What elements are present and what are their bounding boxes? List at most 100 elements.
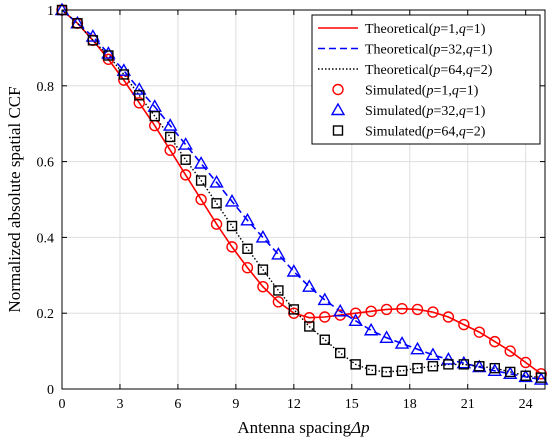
data-point [103,50,114,61]
data-point [519,356,532,369]
data-point [193,156,209,169]
data-point [132,82,147,95]
legend-entry: Simulated(p=1,q=1) [332,83,479,99]
data-point [195,175,207,186]
data-point [272,296,285,308]
data-point [210,218,223,230]
data-point [410,341,425,355]
data-point [273,285,284,296]
data-point [319,334,330,345]
legend-label: Simulated(p=32,q=1) [365,104,486,119]
legend-swatch [332,125,344,136]
data-point [456,355,472,369]
legend-swatch [330,102,346,116]
y-tick-label: 1 [47,4,54,19]
data-point [427,361,439,372]
data-point [179,169,192,181]
data-point [317,292,332,306]
x-tick-label: 18 [403,397,417,412]
y-tick-label: 0.4 [37,231,55,246]
data-point [365,305,377,318]
data-point [489,335,501,348]
data-point [442,311,455,323]
data-point [149,110,160,122]
y-tick-label: 0.8 [37,80,55,95]
data-point [242,243,253,254]
x-axis-label: Antenna spacingΔp [237,418,369,437]
data-point [381,366,392,378]
data-point [363,322,379,336]
data-point [178,137,193,150]
data-point [487,363,502,377]
x-tick-label: 15 [345,397,359,412]
data-point [520,370,531,381]
x-tick-label: 3 [116,397,123,412]
y-tick-label: 0.2 [37,307,55,322]
data-point [162,118,178,131]
x-tick-label: 12 [287,397,301,412]
legend-label: Theoretical(p=1,q=1) [365,22,486,37]
x-tick-label: 24 [519,397,533,412]
data-point [503,366,518,380]
data-point [472,359,487,373]
data-point [257,280,269,293]
data-point [411,303,424,316]
data-point [443,359,454,370]
data-point [380,303,393,316]
plot-frame [61,9,546,390]
legend-box [311,14,541,145]
data-point [394,336,410,349]
data-point [518,369,533,383]
plot-series [54,2,549,385]
data-point [303,312,315,324]
data-point [164,131,176,143]
data-point [180,154,191,165]
axis-ticks: 0 3 6 9 12 15 18 21 24 0 0.2 0.4 0.6 0.8 1 [37,4,545,412]
legend-entry: Simulated(p=64,q=2) [332,125,486,140]
data-point [365,364,377,376]
legend-entry: Theoretical(p=64,q=2) [318,63,493,78]
data-point [396,302,408,315]
legend-label: Theoretical(p=32,q=1) [365,43,493,58]
data-point [441,352,456,365]
series-5 [54,2,549,385]
x-tick-label: 0 [59,397,66,412]
data-point [224,193,240,207]
data-point [412,362,423,374]
data-point [427,306,439,318]
data-point [425,347,441,361]
legend-label: Simulated(p=64,q=2) [365,125,486,140]
data-point [319,311,331,323]
legend-label: Theoretical(p=64,q=2) [365,63,493,78]
data-point [288,304,300,315]
data-point [72,18,83,29]
legend: Theoretical(p=1,q=1) Theoretical(p=32,q=1… [311,14,541,145]
x-tick-label: 6 [174,397,181,412]
data-point [164,144,176,156]
data-point [533,372,549,385]
data-point [504,345,516,357]
legend-swatch [332,83,344,96]
legend-entry: Theoretical(p=32,q=1) [318,43,493,58]
data-point [118,69,130,80]
x-tick-label: 21 [461,397,475,412]
data-point [505,366,516,378]
data-point [255,229,271,243]
data-point [350,359,361,370]
data-point [134,90,145,101]
data-point [458,359,470,370]
data-point [396,365,408,377]
data-point [335,347,346,359]
data-point [333,303,348,317]
data-point [349,307,362,319]
legend-entry: Simulated(p=32,q=1) [330,102,486,119]
data-point [474,361,485,372]
data-point [87,35,99,46]
data-point [535,372,547,383]
data-point [271,247,286,260]
data-point [489,362,500,374]
data-point [302,279,317,292]
data-point [473,326,486,338]
data-point [379,330,394,344]
